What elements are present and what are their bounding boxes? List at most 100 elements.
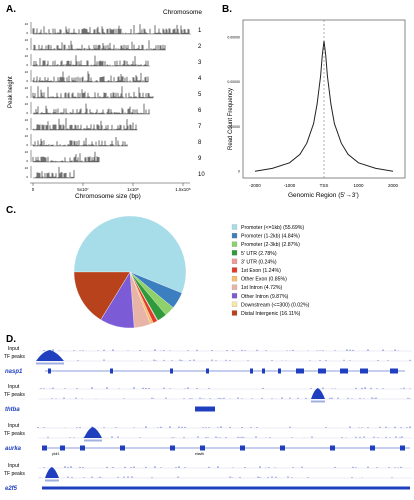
chromosome-track-5: 10 0 5: [25, 86, 202, 99]
chromosome-track-4: 10 0 4: [25, 70, 202, 83]
track-ytick-bottom: 0: [26, 31, 28, 35]
peak-call-bar: [45, 479, 59, 482]
tf-peaks-track-label: TF peaks: [4, 392, 25, 398]
panel-b-label: B.: [222, 4, 232, 15]
tf-peak: [84, 427, 102, 438]
tf-peaks-track-label: TF peaks: [4, 471, 25, 477]
gene-exon: [262, 368, 265, 374]
gene-exon: [195, 406, 215, 412]
peak-bars: [32, 24, 190, 34]
track-ytick-top: 10: [25, 118, 29, 122]
panel-c-annotation-pie: Promoter (<=1kb) (55.69%) Promoter (1-2kb…: [73, 215, 310, 329]
gene-exon: [370, 445, 375, 451]
chromosome-track-6: 10 0 6: [25, 102, 202, 115]
gene-label-thtba: thtba: [5, 407, 20, 413]
pie-legend: Promoter (<=1kb) (55.69%) Promoter (1-2kb…: [231, 224, 310, 317]
track-ytick-top: 10: [25, 102, 29, 106]
gene-exon: [390, 368, 398, 374]
chromosome-label-7: 7: [198, 124, 202, 130]
chromosome-track-7: 10 0 7: [25, 118, 202, 131]
x-tick-label: 1x10⁸: [127, 187, 139, 192]
chromosome-label-9: 9: [198, 156, 202, 162]
track-group-aurka: Input TF peaks aurka pklr1 elavlb: [4, 423, 412, 456]
peak-bars: [32, 55, 149, 66]
x-tick-labels: 0 5x10⁷ 1x10⁸ 1.5x10⁸: [32, 183, 191, 192]
legend-swatch-4: [231, 258, 238, 264]
gene-exon: [170, 445, 175, 451]
y-tick-labels: 0 0.00000 0.00000 0.00000: [227, 35, 240, 173]
input-signal: [43, 466, 402, 468]
peak-bars: [32, 86, 154, 98]
track-ytick-bottom: 0: [26, 79, 28, 83]
track-ytick-top: 10: [25, 86, 29, 90]
peak-call-bar: [84, 439, 102, 442]
input-track-label: Input: [8, 423, 20, 429]
chromosome-label-8: 8: [198, 140, 202, 146]
track-ytick-bottom: 0: [26, 47, 28, 51]
read-count-profile-line: [254, 40, 394, 172]
input-signal: [43, 349, 399, 351]
legend-label-1: Promoter (1-2kb) (4.84%): [241, 234, 300, 240]
legend-label-5: 1st Exon (1.24%): [241, 268, 281, 274]
legend-label-2: Promoter (2-3kb) (2.87%): [241, 242, 300, 248]
pie-slice-10: [73, 271, 131, 320]
input-track-label: Input: [8, 384, 20, 390]
track-ytick-top: 10: [25, 134, 29, 138]
legend-label-4: 3' UTR (0.24%): [241, 259, 277, 265]
genomic-region-xlabel: Genomic Region (5'→3'): [288, 192, 359, 199]
input-track-label: Input: [8, 346, 20, 352]
input-signal: [37, 426, 411, 428]
small-gene-label: elavlb: [195, 452, 204, 456]
tf-peak: [36, 350, 64, 361]
chromosome-label-2: 2: [198, 44, 202, 50]
legend-swatch-2: [231, 241, 238, 247]
gene-exon: [170, 368, 173, 374]
gene-exon: [296, 368, 304, 374]
peaks-signal: [47, 359, 411, 361]
small-gene-label: pklr1: [52, 452, 60, 456]
legend-swatch-10: [231, 310, 238, 316]
chromosome-label-3: 3: [198, 60, 202, 66]
gene-exon: [400, 445, 405, 451]
track-ytick-top: 10: [25, 166, 29, 170]
peaks-signal: [39, 476, 393, 478]
gene-exon: [80, 445, 85, 451]
peak-bars: [32, 103, 150, 114]
chromosome-track-9: 10 0 9: [25, 150, 202, 163]
y-tick-label: 0: [238, 170, 240, 174]
track-ytick-bottom: 0: [26, 159, 28, 163]
track-ytick-top: 10: [25, 54, 29, 58]
panel-c-label: C.: [6, 205, 16, 216]
legend-swatch-0: [231, 224, 238, 230]
gene-exon: [120, 445, 125, 451]
tf-peaks-track-label: TF peaks: [4, 354, 25, 360]
peak-bars: [32, 151, 100, 162]
track-ytick-top: 10: [25, 150, 29, 154]
y-tick-label: 0.00000: [227, 35, 240, 39]
chromosome-track-2: 10 0 2: [25, 38, 202, 51]
track-ytick-bottom: 0: [26, 63, 28, 67]
pie-slice-0: [73, 215, 187, 294]
x-tick-label: 2000: [388, 183, 399, 188]
peak-bars: [32, 118, 138, 130]
x-tick-label: 0: [32, 187, 35, 192]
tf-peaks-track-label: TF peaks: [4, 431, 25, 437]
peak-call-bar: [311, 400, 325, 403]
gene-exon: [340, 368, 348, 374]
legend-label-6: Other Exon (0.85%): [241, 277, 287, 283]
chromosome-header: Chromosome: [163, 9, 202, 16]
gene-exon: [360, 368, 368, 374]
chromosome-track-3: 10 0 3: [25, 54, 202, 67]
gene-label-e2f5: e2f5: [5, 486, 18, 492]
track-ytick-top: 10: [25, 22, 29, 26]
gene-exon: [330, 445, 335, 451]
gene-label-aurka: aurka: [5, 446, 22, 452]
legend-swatch-5: [231, 267, 238, 273]
track-ytick-top: 10: [25, 38, 29, 42]
legend-label-3: 5' UTR (2.78%): [241, 251, 277, 257]
x-tick-label: 1.5x10⁸: [175, 187, 191, 192]
